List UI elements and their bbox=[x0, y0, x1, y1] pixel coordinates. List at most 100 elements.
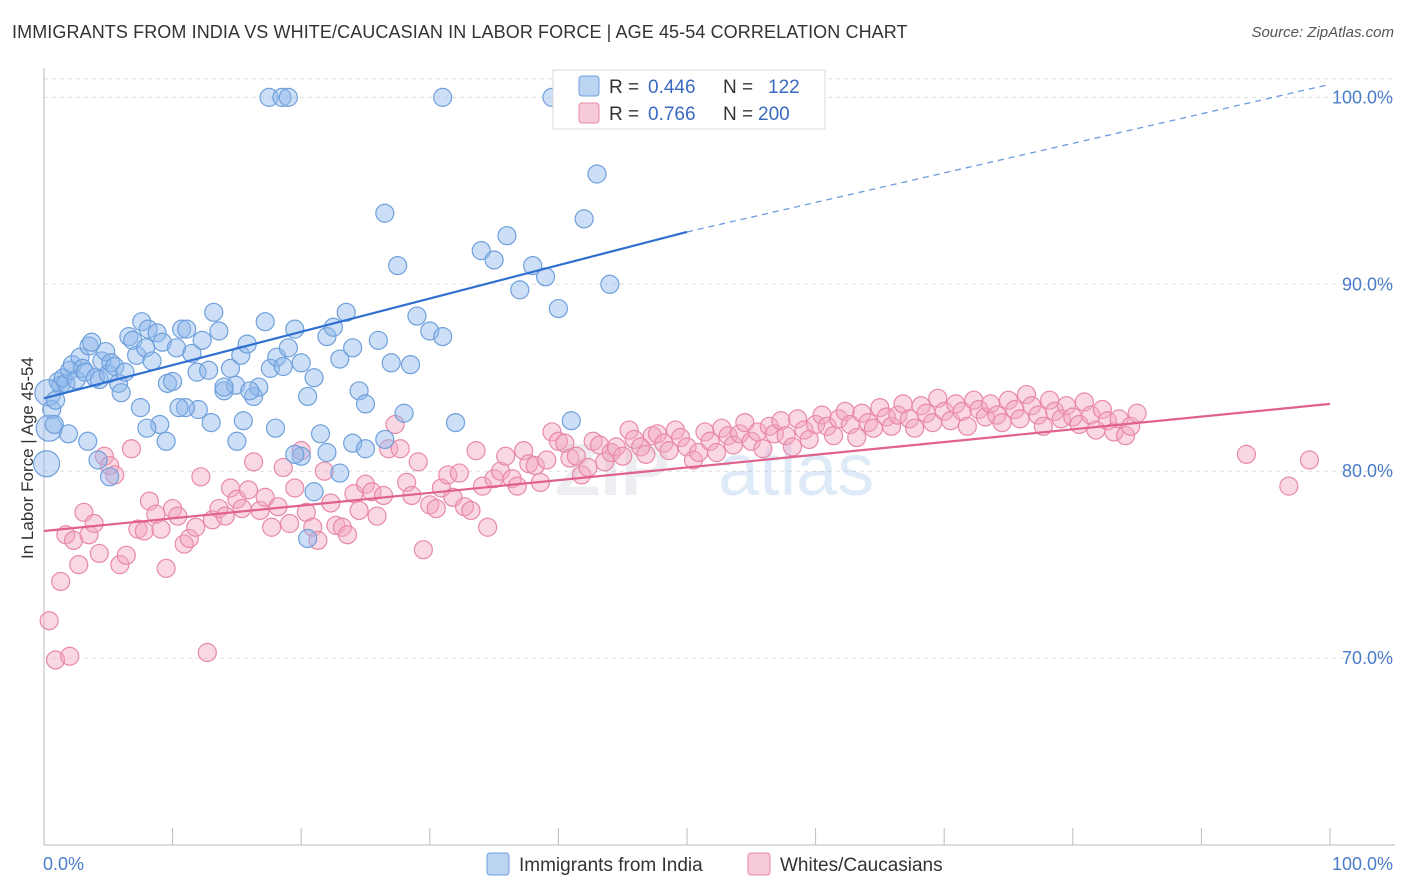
india-point-32 bbox=[142, 351, 162, 371]
legend-n-label-whites: N = bbox=[723, 104, 753, 125]
india-point-57 bbox=[278, 338, 298, 358]
whites-point-117 bbox=[712, 418, 732, 438]
whites-point-49 bbox=[314, 461, 334, 481]
whites-point-68 bbox=[426, 498, 446, 519]
trend-line-india bbox=[43, 230, 688, 400]
india-point-112 bbox=[240, 381, 260, 401]
india-point-96 bbox=[291, 446, 311, 466]
legend-swatch-whites bbox=[578, 102, 600, 124]
india-point-109 bbox=[375, 429, 395, 450]
india-point-24 bbox=[111, 383, 131, 403]
whites-point-65 bbox=[408, 452, 428, 472]
india-point-39 bbox=[177, 319, 197, 339]
whites-point-121 bbox=[735, 412, 755, 433]
india-point-44 bbox=[204, 302, 224, 322]
whites-point-176 bbox=[1056, 396, 1076, 416]
legend-stats: R = 0.446 N = 122 R = 0.766 N = 200 bbox=[552, 69, 826, 130]
whites-point-161 bbox=[969, 399, 989, 420]
india-point-33 bbox=[147, 323, 167, 343]
india-point-76 bbox=[407, 306, 427, 326]
whites-point-58 bbox=[367, 506, 387, 526]
whites-point-141 bbox=[852, 403, 872, 423]
whites-point-84 bbox=[519, 454, 539, 474]
whites-point-140 bbox=[847, 427, 867, 448]
whites-point-102 bbox=[624, 429, 644, 450]
india-point-53 bbox=[255, 312, 275, 332]
legend-r-label-india: R = bbox=[609, 77, 639, 98]
india-point-79 bbox=[445, 412, 466, 433]
whites-point-17 bbox=[128, 519, 148, 539]
india-point-59 bbox=[291, 353, 311, 373]
india-point-83 bbox=[510, 280, 530, 300]
whites-point-29 bbox=[197, 642, 217, 663]
whites-point-87 bbox=[537, 450, 557, 470]
india-point-81 bbox=[484, 250, 504, 270]
india-point-0 bbox=[32, 450, 61, 478]
tick-labels: 70.0% 80.0% 90.0% 100.0% 0.0% 100.0% bbox=[43, 87, 1393, 874]
india-point-92 bbox=[272, 87, 292, 107]
whites-point-57 bbox=[362, 482, 382, 502]
bottom-legend: Immigrants from India Whites/Caucasians bbox=[486, 852, 943, 876]
whites-point-106 bbox=[647, 424, 668, 444]
india-point-87 bbox=[561, 411, 581, 431]
india-point-75 bbox=[400, 355, 421, 375]
whites-point-182 bbox=[1092, 399, 1112, 420]
y-tick-label-2: 90.0% bbox=[1342, 274, 1393, 294]
india-point-111 bbox=[233, 411, 253, 431]
whites-point-159 bbox=[957, 416, 977, 436]
whites-point-4 bbox=[60, 646, 80, 666]
whites-point-93 bbox=[571, 465, 592, 485]
x-tick-label-1: 100.0% bbox=[1332, 854, 1393, 874]
whites-point-92 bbox=[566, 446, 587, 466]
chart-title: IMMIGRANTS FROM INDIA VS WHITE/CAUCASIAN… bbox=[12, 22, 908, 42]
india-point-61 bbox=[304, 368, 324, 388]
whites-point-108 bbox=[659, 441, 679, 461]
whites-point-24 bbox=[168, 506, 188, 526]
whites-point-79 bbox=[490, 461, 511, 481]
whites-point-22 bbox=[156, 558, 176, 578]
whites-point-25 bbox=[174, 534, 194, 554]
whites-point-97 bbox=[595, 452, 615, 472]
india-point-103 bbox=[227, 431, 247, 451]
legend-r-india: 0.446 bbox=[648, 77, 696, 98]
whites-point-110 bbox=[670, 427, 691, 448]
whites-point-60 bbox=[379, 439, 399, 459]
whites-point-77 bbox=[478, 517, 498, 537]
whites-point-36 bbox=[238, 480, 259, 500]
legend-r-label-whites: R = bbox=[609, 104, 639, 125]
gridlines bbox=[44, 78, 1395, 659]
whites-point-21 bbox=[151, 519, 171, 539]
whites-point-158 bbox=[952, 401, 972, 421]
whites-point-72 bbox=[449, 463, 469, 483]
india-point-45 bbox=[209, 321, 229, 341]
whites-point-190 bbox=[1279, 476, 1299, 496]
india-point-89 bbox=[587, 164, 607, 184]
whites-point-137 bbox=[829, 409, 849, 429]
india-point-78 bbox=[433, 327, 453, 347]
whites-point-35 bbox=[232, 498, 252, 519]
whites-point-129 bbox=[782, 437, 803, 457]
india-point-94 bbox=[433, 87, 453, 107]
whites-point-170 bbox=[1022, 396, 1042, 416]
whites-point-136 bbox=[824, 426, 844, 446]
legend-n-whites: 200 bbox=[758, 104, 790, 125]
whites-point-101 bbox=[619, 420, 639, 440]
whites-point-168 bbox=[1010, 409, 1030, 429]
whites-point-191 bbox=[1236, 444, 1257, 464]
india-point-97 bbox=[304, 482, 324, 502]
india-point-29 bbox=[132, 312, 152, 332]
whites-point-119 bbox=[723, 435, 743, 455]
whites-point-75 bbox=[466, 441, 486, 461]
whites-point-10 bbox=[89, 543, 109, 564]
whites-point-66 bbox=[413, 540, 433, 560]
whites-point-18 bbox=[134, 521, 154, 541]
trend-lines bbox=[43, 83, 1331, 533]
whites-point-32 bbox=[215, 506, 235, 526]
whites-point-157 bbox=[946, 394, 966, 414]
whites-point-80 bbox=[496, 446, 516, 466]
india-point-104 bbox=[201, 412, 221, 433]
whites-point-16 bbox=[121, 439, 142, 459]
india-point-21 bbox=[101, 353, 121, 373]
whites-point-28 bbox=[191, 467, 211, 487]
whites-point-43 bbox=[280, 513, 300, 534]
